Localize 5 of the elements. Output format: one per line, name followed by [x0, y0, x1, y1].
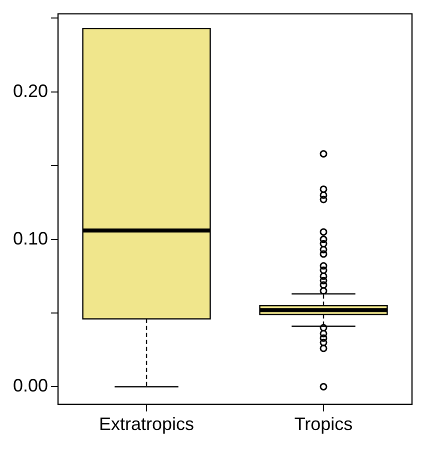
y-tick-label: 0.00 — [12, 376, 48, 396]
y-tick-label: 0.10 — [12, 228, 48, 248]
x-tick-label: Tropics — [294, 414, 353, 434]
y-tick-label: 0.20 — [12, 80, 48, 101]
x-tick-label: Extratropics — [99, 414, 194, 434]
